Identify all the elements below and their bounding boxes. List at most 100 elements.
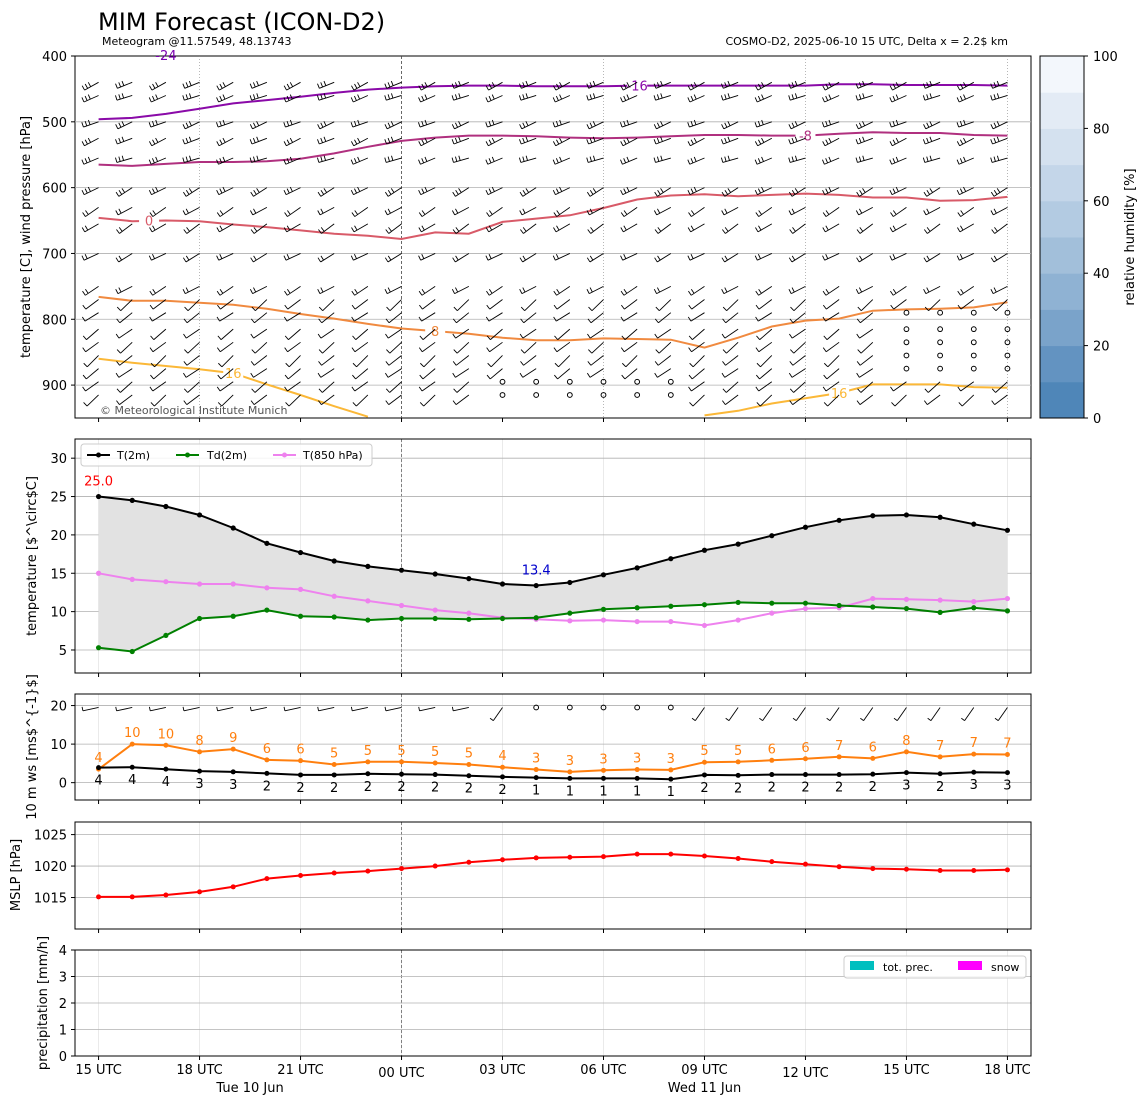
wind-barb-feather: [857, 349, 862, 354]
wind-speed-point: [802, 772, 808, 778]
y-tick-label: 30: [50, 452, 67, 467]
x-tick-label: 00 UTC: [378, 1066, 424, 1081]
wind-speed-value-label: 4: [162, 775, 170, 790]
wind-barb-shaft: [859, 223, 874, 234]
wind-barb-feather: [386, 349, 391, 354]
td2m-line: [98, 601, 1008, 653]
wind-barb-shaft: [152, 285, 167, 296]
wind-barb-feather: [923, 229, 928, 234]
wind-barb-shaft: [85, 381, 99, 392]
wind-barb-feather: [418, 386, 423, 392]
wind-barb-feather: [825, 188, 829, 194]
wind-speed-point: [1004, 770, 1010, 776]
wind-barb-shaft: [690, 137, 705, 147]
gust-value-label: 6: [768, 742, 776, 757]
wind-barb-shaft: [118, 187, 133, 197]
gust-value-label: 3: [633, 752, 641, 767]
wind-barb-feather: [791, 208, 795, 214]
wind-barb-shaft: [488, 312, 503, 322]
wind-barb-feather: [822, 159, 825, 165]
wind-barb-feather: [451, 139, 455, 145]
wind-barb-feather: [458, 80, 461, 86]
wind-barb-feather: [323, 121, 327, 126]
wind-barb-shaft: [419, 707, 436, 712]
wind-barb-shaft: [758, 381, 773, 392]
wind-barb-feather: [788, 372, 793, 378]
wind-barb-feather: [390, 80, 394, 86]
wind-barb-shaft: [558, 355, 571, 368]
wind-barb-shaft: [285, 253, 301, 261]
t850-point: [466, 610, 472, 616]
calm-wind-marker: [970, 365, 977, 372]
wind-barb-feather: [828, 156, 832, 162]
wind-barb-shaft: [824, 137, 840, 147]
wind-barb-feather: [927, 717, 932, 721]
t2m-point: [499, 581, 506, 587]
wind-barb-shaft: [992, 95, 1008, 101]
wind-barb-feather: [660, 136, 663, 142]
wind-barb-shaft: [623, 341, 638, 353]
wind-barb-feather: [390, 121, 394, 126]
wind-barb-feather: [522, 82, 525, 88]
wind-barb-feather: [384, 157, 387, 163]
y-tick-label: 0: [59, 777, 67, 792]
wind-barb-feather: [249, 83, 253, 89]
wind-barb-feather: [488, 139, 492, 145]
wind-barb-shaft: [221, 355, 234, 368]
wind-barb-feather: [789, 333, 793, 339]
wind-barb-feather: [418, 189, 422, 195]
upper-air-wind-barbs: [81, 80, 1011, 407]
wind-barb-feather: [317, 333, 322, 339]
wind-barb-feather: [589, 94, 592, 100]
wind-barb-shaft: [86, 355, 99, 368]
wind-barb-feather: [222, 94, 226, 100]
wind-barb-shaft: [891, 95, 907, 103]
wind-barb-feather: [419, 335, 424, 340]
wind-barb-shaft: [353, 253, 369, 261]
wind-barb-feather: [323, 155, 326, 161]
wind-barb-feather: [354, 225, 358, 231]
wind-barb-feather: [727, 136, 731, 142]
wind-barb-feather: [929, 80, 933, 86]
wind-barb-shaft: [555, 187, 571, 196]
y-tick-label: 700: [42, 247, 67, 262]
wind-barb-feather: [895, 82, 899, 87]
isotherm-line: [704, 383, 1008, 417]
calm-wind-marker: [970, 309, 977, 316]
wind-barb-feather: [385, 400, 390, 405]
isotherm-label: 0: [145, 215, 153, 230]
wind-barb-feather: [589, 190, 594, 195]
wind-barb-feather: [822, 141, 826, 146]
wind-barb-feather: [182, 288, 186, 294]
wind-barb-feather: [721, 372, 726, 378]
wind-barb-shaft: [85, 207, 99, 217]
temperature-legend: T(2m) Td(2m) T(850 hPa): [80, 443, 373, 467]
wind-barb-shaft: [422, 328, 436, 340]
wind-barb-shaft: [824, 95, 840, 103]
wind-barb-feather: [148, 97, 152, 103]
wind-barb-feather: [250, 400, 255, 405]
wind-barb-shaft: [795, 707, 806, 721]
calm-wind-marker: [600, 378, 607, 385]
wind-barb-feather: [185, 287, 189, 293]
wind-barb-feather: [419, 304, 423, 310]
wind-barb-shaft: [83, 121, 99, 128]
colorbar-cell: [1040, 164, 1084, 202]
wind-barb-feather: [720, 95, 724, 101]
wind-barb-shaft: [655, 137, 671, 145]
wind-barb-feather: [991, 388, 996, 393]
wind-barb-shaft: [319, 206, 335, 216]
wind-barb-shaft: [487, 187, 503, 196]
wind-barb-shaft: [722, 95, 739, 101]
t2m-point: [937, 514, 943, 520]
wind-barb-feather: [657, 227, 662, 232]
wind-barb-feather: [957, 386, 962, 392]
wind-barb-feather: [890, 386, 894, 392]
y-tick-label: 20: [50, 529, 67, 544]
wind-barb-feather: [286, 139, 290, 145]
wind-barb-feather: [586, 139, 589, 145]
wind-barb-shaft: [253, 253, 268, 263]
wind-barb-feather: [256, 121, 260, 126]
calm-wind-marker: [1004, 309, 1011, 316]
